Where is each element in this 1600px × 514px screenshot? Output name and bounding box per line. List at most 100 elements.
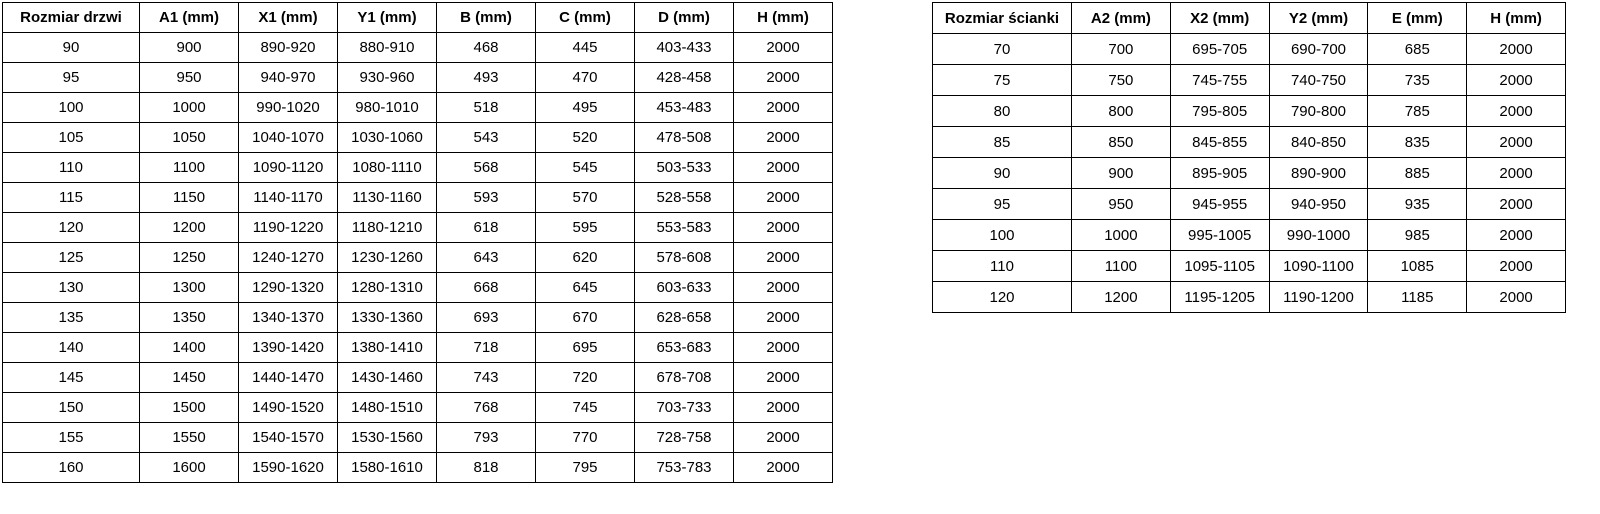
cell: 818	[436, 452, 536, 483]
cell: 1000	[139, 92, 239, 123]
cell: 1140-1170	[238, 182, 338, 213]
cell: 1240-1270	[238, 242, 338, 273]
cell: 2000	[733, 452, 833, 483]
cell: 685	[1367, 33, 1468, 65]
cell: 1480-1510	[337, 392, 437, 423]
cell: 70	[932, 33, 1072, 65]
cell: 553-583	[634, 212, 734, 243]
cell: 1530-1560	[337, 422, 437, 453]
cell: 735	[1367, 64, 1468, 96]
cell: 115	[2, 182, 140, 213]
cell: 950	[1071, 188, 1171, 220]
cell: 130	[2, 272, 140, 303]
cell: 2000	[733, 272, 833, 303]
cell: 753-783	[634, 452, 734, 483]
cell: 740-750	[1268, 64, 1369, 96]
cell: 568	[436, 152, 536, 183]
cell: 2000	[733, 362, 833, 393]
cell: 935	[1367, 188, 1468, 220]
table-row: 90 900 895-905 890-900 885 2000	[932, 157, 1566, 189]
column-header: H (mm)	[1466, 2, 1566, 34]
cell: 693	[436, 302, 536, 333]
cell: 890-900	[1268, 157, 1369, 189]
cell: 678-708	[634, 362, 734, 393]
cell: 453-483	[634, 92, 734, 123]
cell: 1050	[139, 122, 239, 153]
cell: 495	[535, 92, 635, 123]
cell: 703-733	[634, 392, 734, 423]
cell: 1040-1070	[238, 122, 338, 153]
cell: 2000	[1466, 219, 1566, 251]
cell: 2000	[1466, 250, 1566, 282]
cell: 750	[1071, 64, 1171, 96]
cell: 160	[2, 452, 140, 483]
cell: 145	[2, 362, 140, 393]
cell: 2000	[1466, 126, 1566, 158]
table-row: 100 1000 995-1005 990-1000 985 2000	[932, 219, 1566, 251]
cell: 90	[2, 32, 140, 63]
cell: 150	[2, 392, 140, 423]
table-row: 110 1100 1090-1120 1080-1110 568 545 503-533 20…	[2, 152, 833, 183]
cell: 768	[436, 392, 536, 423]
cell: 1150	[139, 182, 239, 213]
cell: 1380-1410	[337, 332, 437, 363]
column-header: X2 (mm)	[1169, 2, 1270, 34]
cell: 503-533	[634, 152, 734, 183]
cell: 95	[2, 62, 140, 93]
column-header: B (mm)	[436, 2, 536, 33]
cell: 840-850	[1268, 126, 1369, 158]
cell: 945-955	[1169, 188, 1270, 220]
table-row: 155 1550 1540-1570 1530-1560 793 770 728-758 20…	[2, 422, 833, 453]
cell: 1200	[1071, 281, 1171, 313]
cell: 745	[535, 392, 635, 423]
cell: 1000	[1071, 219, 1171, 251]
cell: 793	[436, 422, 536, 453]
cell: 1090-1120	[238, 152, 338, 183]
cell: 645	[535, 272, 635, 303]
cell: 700	[1071, 33, 1171, 65]
cell: 1195-1205	[1169, 281, 1270, 313]
cell: 1250	[139, 242, 239, 273]
cell: 885	[1367, 157, 1468, 189]
cell: 835	[1367, 126, 1468, 158]
cell: 728-758	[634, 422, 734, 453]
cell: 445	[535, 32, 635, 63]
cell: 493	[436, 62, 536, 93]
cell: 628-658	[634, 302, 734, 333]
table-row: 160 1600 1590-1620 1580-1610 818 795 753-783 20…	[2, 452, 833, 483]
cell: 1100	[139, 152, 239, 183]
cell: 1090-1100	[1268, 250, 1369, 282]
cell: 1330-1360	[337, 302, 437, 333]
cell: 155	[2, 422, 140, 453]
cell: 1085	[1367, 250, 1468, 282]
cell: 2000	[733, 152, 833, 183]
column-header: A1 (mm)	[139, 2, 239, 33]
column-header: E (mm)	[1367, 2, 1468, 34]
cell: 1230-1260	[337, 242, 437, 273]
door-size-table: Rozmiar drzwi A1 (mm) X1 (mm) Y1 (mm) B (mm)…	[2, 2, 833, 483]
cell: 795-805	[1169, 95, 1270, 127]
cell: 745-755	[1169, 64, 1270, 96]
column-header: A2 (mm)	[1071, 2, 1171, 34]
column-header: Y2 (mm)	[1268, 2, 1369, 34]
cell: 930-960	[337, 62, 437, 93]
cell: 1550	[139, 422, 239, 453]
cell: 478-508	[634, 122, 734, 153]
table-row: 120 1200 1190-1220 1180-1210 618 595 553-583 20…	[2, 212, 833, 243]
cell: 1280-1310	[337, 272, 437, 303]
cell: 1130-1160	[337, 182, 437, 213]
cell: 2000	[733, 242, 833, 273]
cell: 770	[535, 422, 635, 453]
cell: 850	[1071, 126, 1171, 158]
table-row: 95 950 945-955 940-950 935 2000	[932, 188, 1566, 220]
cell: 545	[535, 152, 635, 183]
table-row: 110 1100 1095-1105 1090-1100 1085 2000	[932, 250, 1566, 282]
cell: 1190-1220	[238, 212, 338, 243]
cell: 2000	[1466, 281, 1566, 313]
cell: 800	[1071, 95, 1171, 127]
cell: 2000	[733, 32, 833, 63]
cell: 2000	[733, 302, 833, 333]
cell: 1590-1620	[238, 452, 338, 483]
cell: 520	[535, 122, 635, 153]
